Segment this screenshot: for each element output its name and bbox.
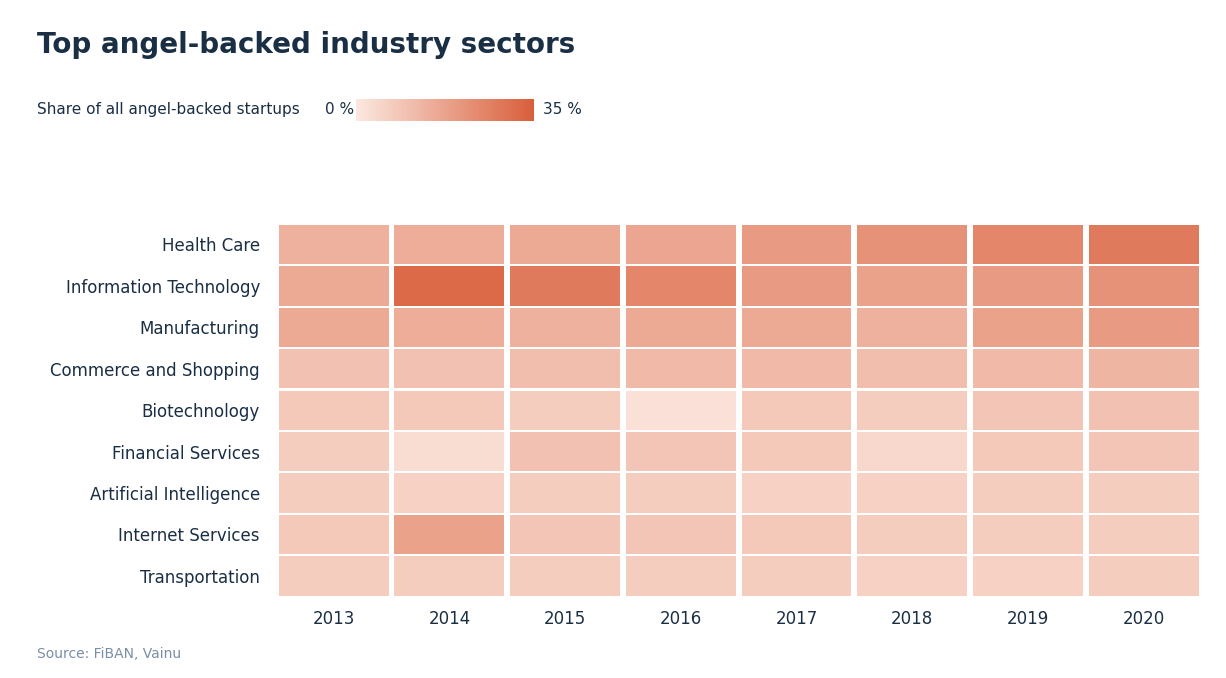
Bar (510, 308, 620, 347)
Bar (395, 349, 504, 388)
Bar (278, 473, 389, 513)
Bar (973, 391, 1083, 430)
Bar (1089, 391, 1199, 430)
Bar (278, 556, 389, 595)
Bar (973, 515, 1083, 554)
Bar (973, 473, 1083, 513)
Bar (510, 225, 620, 264)
Bar (742, 556, 852, 595)
Bar (625, 432, 736, 471)
Bar (1089, 432, 1199, 471)
Bar (395, 266, 504, 306)
Bar (1089, 556, 1199, 595)
Bar (857, 473, 967, 513)
Bar (625, 308, 736, 347)
Bar (857, 432, 967, 471)
Bar (395, 473, 504, 513)
Bar (857, 266, 967, 306)
Bar (395, 308, 504, 347)
Text: 0 %: 0 % (325, 102, 354, 117)
Bar (857, 308, 967, 347)
Bar (1089, 266, 1199, 306)
Bar (395, 225, 504, 264)
Bar (625, 349, 736, 388)
Bar (510, 556, 620, 595)
Bar (742, 266, 852, 306)
Bar (742, 391, 852, 430)
Bar (1089, 225, 1199, 264)
Bar (278, 308, 389, 347)
Bar (625, 266, 736, 306)
Bar (857, 391, 967, 430)
Bar (857, 515, 967, 554)
Bar (973, 432, 1083, 471)
Bar (742, 432, 852, 471)
Bar (1089, 349, 1199, 388)
Bar (857, 225, 967, 264)
Bar (510, 349, 620, 388)
Bar (625, 515, 736, 554)
Bar (742, 308, 852, 347)
Bar (973, 349, 1083, 388)
Bar (742, 349, 852, 388)
Bar (1089, 515, 1199, 554)
Text: Source: FiBAN, Vainu: Source: FiBAN, Vainu (37, 647, 181, 661)
Bar (395, 556, 504, 595)
Bar (278, 349, 389, 388)
Bar (510, 432, 620, 471)
Bar (395, 391, 504, 430)
Bar (510, 391, 620, 430)
Bar (278, 432, 389, 471)
Bar (857, 556, 967, 595)
Bar (857, 349, 967, 388)
Bar (510, 515, 620, 554)
Text: 35 %: 35 % (543, 102, 582, 117)
Bar (278, 266, 389, 306)
Bar (973, 308, 1083, 347)
Bar (395, 432, 504, 471)
Bar (1089, 308, 1199, 347)
Bar (510, 266, 620, 306)
Bar (742, 473, 852, 513)
Bar (742, 515, 852, 554)
Bar (395, 515, 504, 554)
Bar (625, 391, 736, 430)
Bar (278, 515, 389, 554)
Bar (278, 391, 389, 430)
Text: Share of all angel-backed startups: Share of all angel-backed startups (37, 102, 299, 117)
Bar (973, 266, 1083, 306)
Bar (973, 556, 1083, 595)
Bar (742, 225, 852, 264)
Bar (625, 556, 736, 595)
Text: Top angel-backed industry sectors: Top angel-backed industry sectors (37, 31, 575, 58)
Bar (1089, 473, 1199, 513)
Bar (973, 225, 1083, 264)
Bar (278, 225, 389, 264)
Bar (510, 473, 620, 513)
Bar (625, 473, 736, 513)
Bar (625, 225, 736, 264)
